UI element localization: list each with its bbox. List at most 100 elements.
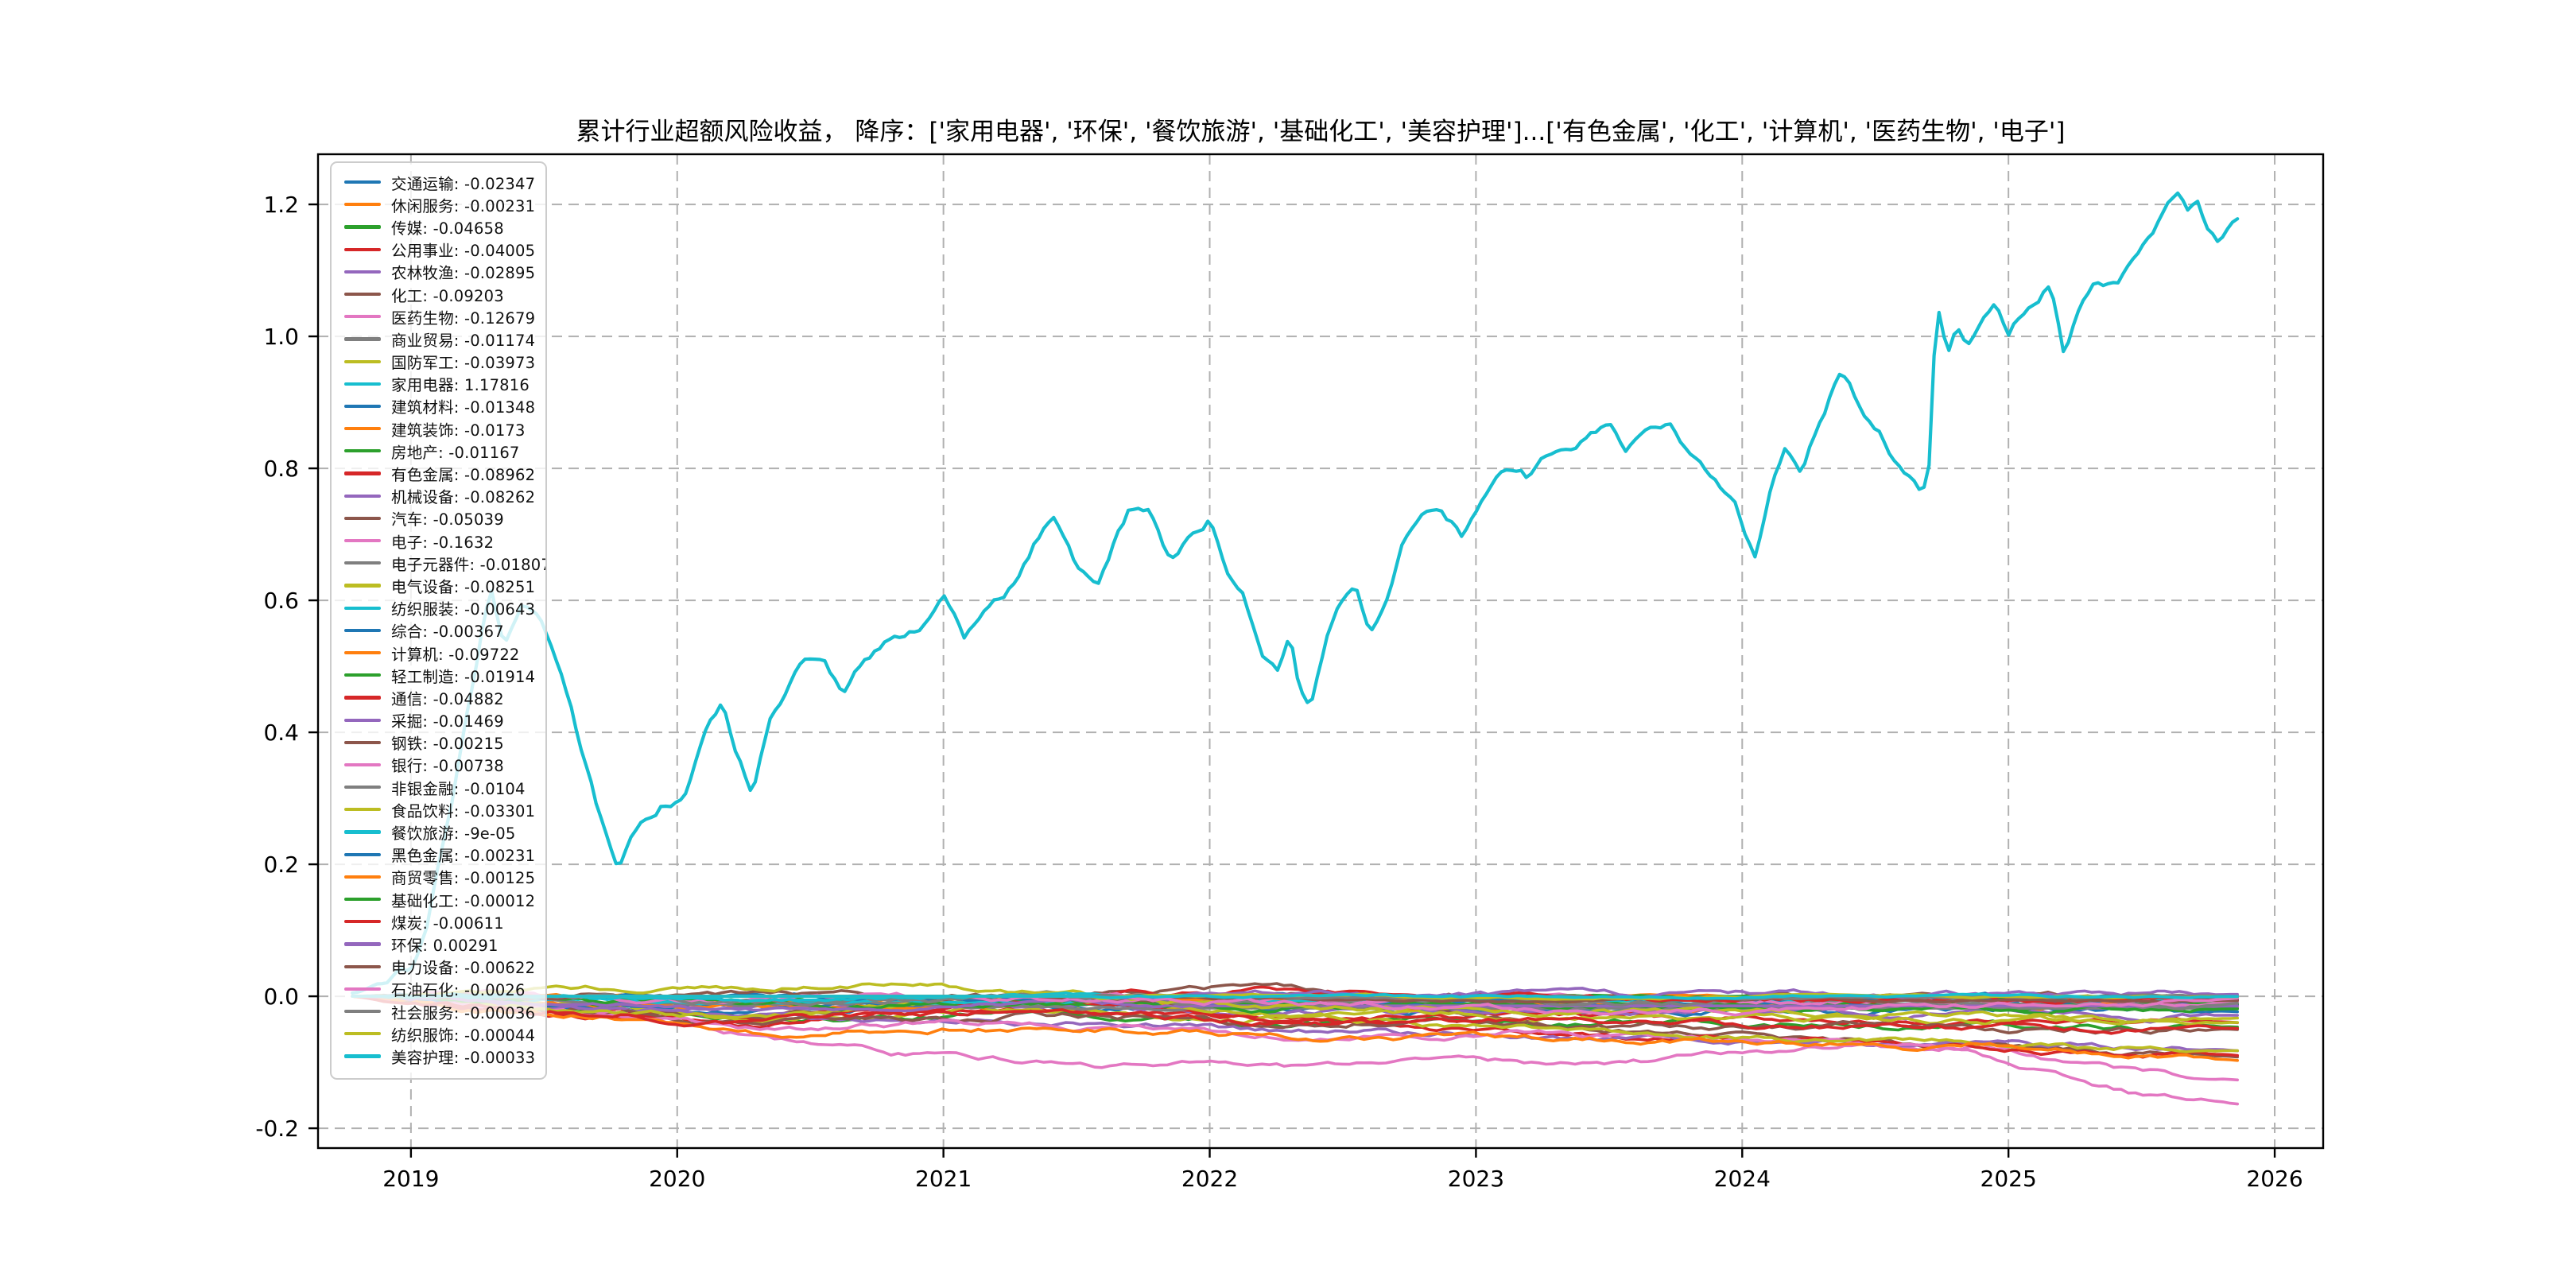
legend-item: 石油石化: -0.0026 xyxy=(344,978,545,1000)
legend-swatch xyxy=(344,852,381,856)
legend-label: 交通运输: -0.02347 xyxy=(391,174,536,193)
legend-swatch xyxy=(344,830,381,834)
svg-text:0.8: 0.8 xyxy=(263,456,299,482)
legend-item: 国防军工: -0.03973 xyxy=(344,351,545,373)
legend-item: 医药生物: -0.12679 xyxy=(344,305,545,328)
legend-swatch xyxy=(344,696,381,700)
legend-swatch xyxy=(344,427,381,431)
legend-label: 食品饮料: -0.03301 xyxy=(391,801,536,821)
legend-label: 化工: -0.09203 xyxy=(391,286,504,305)
legend-label: 石油石化: -0.0026 xyxy=(391,981,526,1000)
svg-text:0.6: 0.6 xyxy=(263,588,299,614)
svg-text:2019: 2019 xyxy=(382,1166,439,1192)
legend-item: 建筑材料: -0.01348 xyxy=(344,395,545,417)
legend-swatch xyxy=(344,180,381,184)
legend-item: 综合: -0.00367 xyxy=(344,619,545,642)
legend-swatch xyxy=(344,786,381,789)
legend-item: 休闲服务: -0.00231 xyxy=(344,193,545,215)
legend-swatch xyxy=(344,584,381,588)
legend-swatch xyxy=(344,1032,381,1036)
legend-label: 休闲服务: -0.00231 xyxy=(391,196,536,215)
legend-item: 建筑装饰: -0.0173 xyxy=(344,417,545,440)
legend-swatch xyxy=(344,494,381,498)
legend-label: 汽车: -0.05039 xyxy=(391,510,504,530)
legend-swatch xyxy=(344,1009,381,1014)
svg-text:2022: 2022 xyxy=(1181,1166,1238,1192)
svg-text:0.2: 0.2 xyxy=(263,852,299,878)
legend-label: 电气设备: -0.08251 xyxy=(391,577,536,596)
legend-item: 纺织服饰: -0.00044 xyxy=(344,1022,545,1045)
svg-text:2025: 2025 xyxy=(1980,1166,2037,1192)
plot-border xyxy=(316,153,2325,1150)
legend-label: 电力设备: -0.00622 xyxy=(391,959,536,978)
legend-label: 银行: -0.00738 xyxy=(391,757,504,776)
legend-swatch xyxy=(344,964,381,968)
legend-item: 机械设备: -0.08262 xyxy=(344,485,545,507)
legend-swatch xyxy=(344,315,381,319)
legend-swatch xyxy=(344,225,381,229)
legend-item: 采掘: -0.01469 xyxy=(344,709,545,731)
legend-swatch xyxy=(344,292,381,297)
legend-swatch xyxy=(344,718,381,722)
legend-swatch xyxy=(344,270,381,274)
legend-swatch xyxy=(344,987,381,991)
legend-label: 农林牧渔: -0.02895 xyxy=(391,264,536,283)
legend-label: 医药生物: -0.12679 xyxy=(391,308,536,328)
legend-item: 钢铁: -0.00215 xyxy=(344,731,545,754)
legend-label: 综合: -0.00367 xyxy=(391,623,504,642)
legend-swatch xyxy=(344,673,381,677)
legend-item: 公用事业: -0.04005 xyxy=(344,239,545,261)
legend-item: 黑色金属: -0.00231 xyxy=(344,844,545,866)
legend-item: 餐饮旅游: -9e-05 xyxy=(344,821,545,843)
legend-label: 国防军工: -0.03973 xyxy=(391,354,536,373)
legend-swatch xyxy=(344,404,381,409)
legend-label: 计算机: -0.09722 xyxy=(391,645,520,664)
legend-item: 非银金融: -0.0104 xyxy=(344,776,545,798)
legend-item: 食品饮料: -0.03301 xyxy=(344,798,545,821)
legend-swatch xyxy=(344,203,381,207)
legend-label: 社会服务: -0.00036 xyxy=(391,1003,536,1022)
legend-item: 基础化工: -0.00012 xyxy=(344,888,545,910)
legend-label: 电子元器件: -0.01807 xyxy=(391,555,547,574)
legend-swatch xyxy=(344,628,381,632)
svg-text:2021: 2021 xyxy=(915,1166,972,1192)
series-line-18 xyxy=(351,994,2239,1053)
legend-label: 机械设备: -0.08262 xyxy=(391,488,536,507)
legend-label: 钢铁: -0.00215 xyxy=(391,735,504,754)
legend-swatch xyxy=(344,808,381,812)
legend-item: 环保: 0.00291 xyxy=(344,933,545,955)
legend-item: 电气设备: -0.08251 xyxy=(344,574,545,596)
series-line-9 xyxy=(351,191,2240,995)
legend-swatch xyxy=(344,337,381,341)
legend-swatch xyxy=(344,920,381,924)
legend-label: 建筑装饰: -0.0173 xyxy=(391,421,526,440)
legend-swatch xyxy=(344,1054,381,1058)
svg-text:-0.2: -0.2 xyxy=(255,1115,299,1142)
legend-label: 煤炭: -0.00611 xyxy=(391,914,504,933)
legend-item: 房地产: -0.01167 xyxy=(344,440,545,462)
legend-swatch xyxy=(344,606,381,610)
svg-text:2026: 2026 xyxy=(2246,1166,2302,1192)
legend-label: 商贸零售: -0.00125 xyxy=(391,869,536,888)
legend-swatch xyxy=(344,942,381,946)
legend-swatch xyxy=(344,359,381,363)
legend-item: 农林牧渔: -0.02895 xyxy=(344,261,545,283)
legend-item: 化工: -0.09203 xyxy=(344,283,545,305)
legend-item: 银行: -0.00738 xyxy=(344,754,545,776)
legend-item: 纺织服装: -0.00643 xyxy=(344,597,545,619)
legend-item: 社会服务: -0.00036 xyxy=(344,1000,545,1022)
legend-label: 轻工制造: -0.01914 xyxy=(391,667,536,686)
legend-label: 商业贸易: -0.01174 xyxy=(391,331,536,350)
legend-item: 交通运输: -0.02347 xyxy=(344,171,545,193)
svg-text:0.0: 0.0 xyxy=(263,983,299,1010)
legend-label: 非银金融: -0.0104 xyxy=(391,779,526,798)
x-tick-labels: 2019 2020 2021 2022 2023 2024 2025 2026 xyxy=(382,1166,2302,1192)
svg-text:2024: 2024 xyxy=(1714,1166,1771,1192)
legend-item: 商业贸易: -0.01174 xyxy=(344,328,545,350)
legend-item: 商贸零售: -0.00125 xyxy=(344,866,545,888)
legend-swatch xyxy=(344,471,381,475)
legend-label: 环保: 0.00291 xyxy=(391,936,499,955)
svg-text:2020: 2020 xyxy=(649,1166,705,1192)
